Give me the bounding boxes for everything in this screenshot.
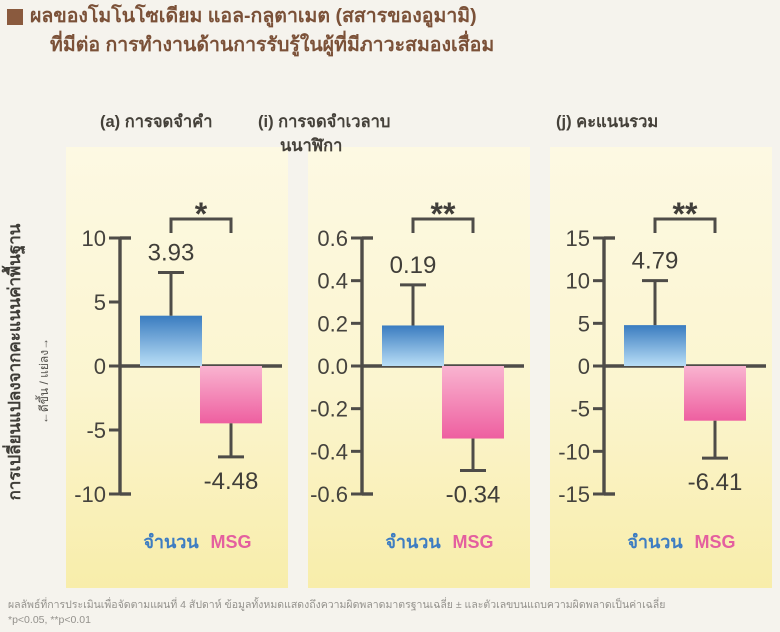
y-tick-label: 10	[82, 226, 106, 251]
y-tick-label: 10	[566, 269, 590, 294]
y-tick-label: -10	[558, 439, 590, 464]
significance-stars: **	[673, 196, 698, 232]
significance-stars: *	[195, 196, 208, 232]
subplot-title-i-line2: นนาฬิกา	[280, 137, 343, 155]
legend-label-msg: MSG	[694, 532, 735, 552]
bar-control	[140, 315, 202, 366]
y-tick-label: 15	[566, 226, 590, 251]
footnote-significance-legend: *p<0.05, **p<0.01	[8, 614, 91, 626]
bar-control	[382, 325, 444, 366]
y-tick-label: 5	[578, 311, 590, 336]
subplot-title-j-line1: (j) คะแนนรวม	[556, 113, 659, 131]
legend-label-msg: MSG	[210, 532, 251, 552]
bar-value-label: -6.41	[688, 469, 743, 496]
bar-msg	[684, 366, 746, 421]
bar-chart-a: 10 5 0 -5 -10 3.93 จำนวน -4.48 MSG *	[74, 196, 282, 552]
bar-chart-j: 15 10 5 0 -5 -10 -15 4.79 จำนวน -6.41 MSG **	[558, 196, 766, 552]
page-title-line1: ผลของโมโนโซเดียม แอล-กลูตาเมต (สสารของอู…	[30, 5, 477, 27]
title-bullet-square	[7, 9, 23, 25]
page-title-line2: ที่มีต่อ การทำงานด้านการรับรู้ในผู้ที่มี…	[50, 34, 495, 56]
subplot-title-a: (a) การจดจำคำ	[100, 110, 213, 134]
y-tick-label: 0.0	[317, 354, 348, 379]
legend-label-control: จำนวน	[143, 532, 199, 552]
legend-label-msg: MSG	[452, 532, 493, 552]
bar-value-label: 4.79	[632, 248, 679, 275]
page-title: ผลของโมโนโซเดียม แอล-กลูตาเมต (สสารของอู…	[30, 2, 494, 60]
bar-msg	[200, 366, 262, 424]
subplot-title-i-line1: (i) การจดจำเวลาบ	[258, 113, 391, 131]
bar-msg	[442, 366, 504, 439]
y-tick-label: 5	[94, 290, 106, 315]
y-axis-label: การเปลี่ยนแปลงจากคะแนนค่าพื้นฐาน	[5, 223, 24, 501]
y-tick-label: 0.4	[317, 269, 348, 294]
bar-chart-i: 0.6 0.4 0.2 0.0 -0.2 -0.4 -0.6 0.19 จำนวน -0.34 MS…	[310, 196, 524, 552]
subplot-title-i: (i) การจดจำเวลาบ นนาฬิกา	[258, 110, 390, 158]
bar-value-label: -0.34	[446, 482, 501, 509]
subplot-title-j: (j) คะแนนรวม	[556, 110, 658, 134]
bar-value-label: -4.48	[204, 468, 259, 495]
y-axis-direction-label: ←ดีขึ้น / แย่ลง→	[37, 337, 51, 425]
y-tick-label: -0.6	[310, 482, 348, 507]
y-tick-label: -10	[74, 482, 106, 507]
y-tick-label: -0.4	[310, 439, 348, 464]
legend-label-control: จำนวน	[385, 532, 441, 552]
bar-value-label: 3.93	[148, 240, 195, 267]
y-tick-label: 0.2	[317, 311, 348, 336]
bar-value-label: 0.19	[390, 252, 437, 279]
significance-stars: **	[431, 196, 456, 232]
bar-control	[624, 325, 686, 366]
y-tick-label: -5	[570, 397, 590, 422]
y-tick-label: 0	[94, 354, 106, 379]
y-tick-label: 0.6	[317, 226, 348, 251]
significance-bracket	[411, 217, 475, 233]
footnote-line1: ผลลัพธ์ที่การประเมินเพื่อจัดตามแผนที่ 4 …	[8, 599, 666, 611]
y-tick-label: -5	[86, 418, 106, 443]
significance-bracket	[653, 217, 717, 233]
y-tick-label: 0	[578, 354, 590, 379]
subplot-title-a-line1: (a) การจดจำคำ	[100, 113, 213, 131]
chart-panel-i: 0.6 0.4 0.2 0.0 -0.2 -0.4 -0.6 0.19 จำนวน -0.34 MS…	[308, 147, 530, 588]
significance-bracket	[169, 217, 233, 233]
y-tick-label: -0.2	[310, 397, 348, 422]
legend-label-control: จำนวน	[627, 532, 683, 552]
chart-panel-j: 15 10 5 0 -5 -10 -15 4.79 จำนวน -6.41 MSG **	[550, 147, 772, 588]
y-tick-label: -15	[558, 482, 590, 507]
chart-panel-a: 10 5 0 -5 -10 3.93 จำนวน -4.48 MSG *	[66, 147, 288, 588]
